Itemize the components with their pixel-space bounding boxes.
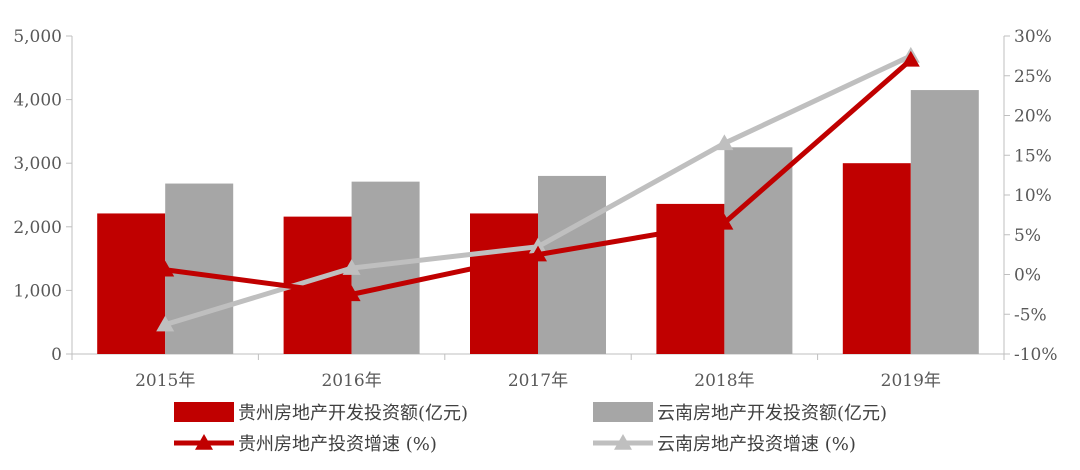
x-tick-label: 2015年 [135,371,195,391]
legend-bar-yunnan-swatch [593,402,653,422]
legend: 贵州房地产开发投资额(亿元) 云南房地产开发投资额(亿元) 贵州房地产投资增速 (%… [174,402,887,455]
legend-bar-guizhou-label: 贵州房地产开发投资额(亿元) [238,403,468,424]
y-left-tick-label: 1,000 [13,281,62,301]
bar-guizhou [842,163,911,354]
plot-area: 0 1,000 2,000 3,000 4,000 5,000 -10% -5% 0% 5% 10%… [13,27,1057,391]
bar-guizhou [470,213,538,354]
y-left-tick-label: 4,000 [13,91,62,111]
point-yunnan [529,237,547,254]
y-right-tick-label: 15% [1014,146,1052,166]
x-tick-label: 2018年 [694,371,754,391]
y-left-tick-label: 0 [51,345,62,365]
y-right-tick-label: -5% [1014,305,1047,325]
x-tick-label: 2017年 [508,371,568,391]
point-guizhou [901,50,920,67]
legend-bar-yunnan-label: 云南房地产开发投资额(亿元) [657,403,887,424]
point-guizhou [156,260,175,277]
y-right-tick-label: 10% [1014,186,1052,206]
y-right-tick-label: 25% [1014,67,1052,87]
bar-yunnan [724,147,793,354]
y-left-tick-label: 3,000 [13,154,62,174]
bar-yunnan [538,175,606,354]
point-yunnan [342,259,361,275]
y-left-tick-label: 5,000 [13,27,62,47]
y-right-tick-label: -10% [1014,345,1058,365]
legend-line-guizhou-marker [195,434,213,450]
y-right-tick-label: 0% [1014,266,1041,286]
legend-bar-guizhou-swatch [174,402,234,422]
legend-line-yunnan-marker [614,434,632,450]
legend-line-yunnan-label: 云南房地产投资增速 (%) [657,434,856,455]
x-tick-label: 2016年 [321,371,381,391]
bar-guizhou [97,213,166,354]
point-guizhou [529,245,547,262]
point-yunnan [156,315,175,332]
bar-yunnan [910,90,979,354]
legend-line-guizhou-label: 贵州房地产投资增速 (%) [238,434,437,455]
y-left-tick-label: 2,000 [13,218,62,238]
y-right-tick-label: 30% [1014,27,1052,47]
point-guizhou [342,285,361,302]
x-tick-label: 2019年 [881,371,941,391]
point-guizhou [715,213,734,230]
point-yunnan [715,134,734,151]
y-right-tick-label: 20% [1014,107,1052,127]
y-right-tick-label: 5% [1014,226,1041,246]
